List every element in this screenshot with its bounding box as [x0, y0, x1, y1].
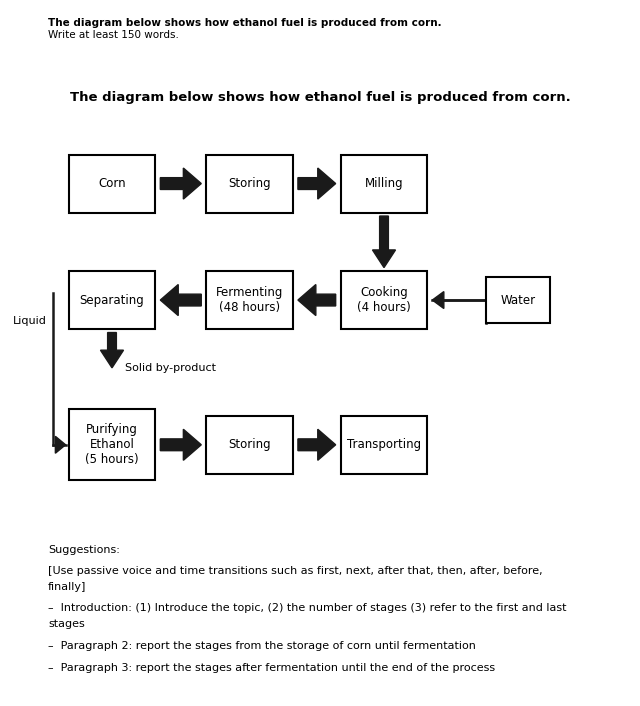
Text: –  Paragraph 2: report the stages from the storage of corn until fermentation: – Paragraph 2: report the stages from th…	[48, 641, 476, 651]
Text: stages: stages	[48, 619, 84, 629]
Text: Suggestions:: Suggestions:	[48, 545, 120, 555]
Polygon shape	[433, 292, 444, 309]
Text: Fermenting
(48 hours): Fermenting (48 hours)	[216, 286, 284, 314]
Text: –  Introduction: (1) Introduce the topic, (2) the number of stages (3) refer to : – Introduction: (1) Introduce the topic,…	[48, 604, 566, 614]
Text: Storing: Storing	[228, 438, 271, 451]
Text: Solid by-product: Solid by-product	[125, 363, 216, 373]
Text: [Use passive voice and time transitions such as first, next, after that, then, a: [Use passive voice and time transitions …	[48, 566, 543, 576]
Bar	[340, 155, 428, 213]
Polygon shape	[55, 436, 65, 453]
Polygon shape	[298, 168, 335, 199]
Text: Cooking
(4 hours): Cooking (4 hours)	[357, 286, 411, 314]
Text: Corn: Corn	[98, 177, 126, 190]
Text: finally]: finally]	[48, 582, 86, 592]
Bar	[340, 416, 428, 474]
Text: The diagram below shows how ethanol fuel is produced from corn.: The diagram below shows how ethanol fuel…	[70, 91, 570, 104]
Text: Transporting: Transporting	[347, 438, 421, 451]
Bar	[68, 409, 155, 480]
Polygon shape	[100, 333, 124, 368]
Bar	[206, 155, 293, 213]
Polygon shape	[160, 168, 201, 199]
Text: Purifying
Ethanol
(5 hours): Purifying Ethanol (5 hours)	[85, 424, 139, 466]
Polygon shape	[298, 285, 335, 316]
Polygon shape	[298, 429, 335, 460]
Text: Milling: Milling	[365, 177, 403, 190]
Bar	[206, 271, 293, 329]
Text: Liquid: Liquid	[13, 316, 46, 326]
Text: Storing: Storing	[228, 177, 271, 190]
Text: Water: Water	[501, 294, 536, 306]
Polygon shape	[372, 216, 396, 268]
Polygon shape	[160, 429, 201, 460]
Bar	[486, 277, 550, 323]
Bar	[340, 271, 428, 329]
Text: The diagram below shows how ethanol fuel is produced from corn.: The diagram below shows how ethanol fuel…	[48, 18, 442, 28]
Bar	[206, 416, 293, 474]
Bar	[68, 155, 155, 213]
Text: Write at least 150 words.: Write at least 150 words.	[48, 30, 179, 40]
Text: Separating: Separating	[79, 294, 145, 306]
Bar	[68, 271, 155, 329]
Polygon shape	[160, 285, 201, 316]
Text: –  Paragraph 3: report the stages after fermentation until the end of the proces: – Paragraph 3: report the stages after f…	[48, 662, 495, 673]
